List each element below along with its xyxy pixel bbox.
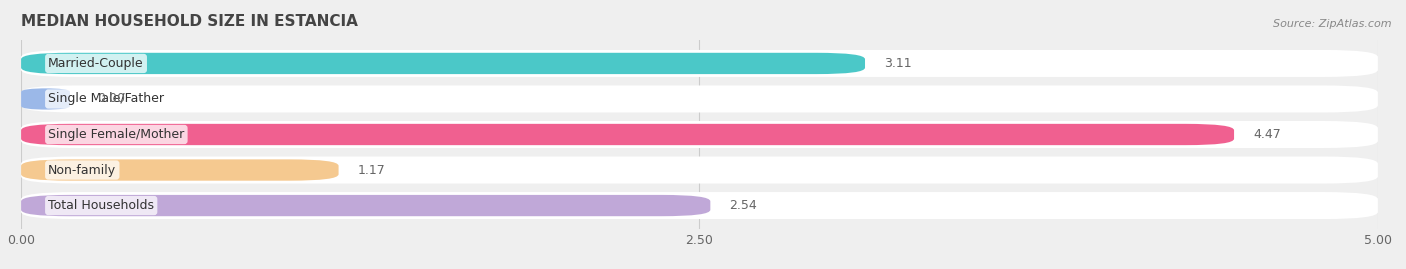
FancyBboxPatch shape — [21, 124, 1234, 145]
FancyBboxPatch shape — [21, 86, 1378, 112]
FancyBboxPatch shape — [21, 88, 70, 110]
Text: Single Female/Mother: Single Female/Mother — [48, 128, 184, 141]
Text: 3.11: 3.11 — [884, 57, 911, 70]
Text: Non-family: Non-family — [48, 164, 117, 176]
FancyBboxPatch shape — [21, 53, 865, 74]
Text: 0.00: 0.00 — [97, 93, 125, 105]
Text: 1.17: 1.17 — [357, 164, 385, 176]
Text: Married-Couple: Married-Couple — [48, 57, 143, 70]
Text: 4.47: 4.47 — [1253, 128, 1281, 141]
Text: Total Households: Total Households — [48, 199, 155, 212]
Text: Source: ZipAtlas.com: Source: ZipAtlas.com — [1274, 19, 1392, 29]
Text: Single Male/Father: Single Male/Father — [48, 93, 165, 105]
FancyBboxPatch shape — [21, 192, 1378, 219]
FancyBboxPatch shape — [21, 50, 1378, 77]
Text: MEDIAN HOUSEHOLD SIZE IN ESTANCIA: MEDIAN HOUSEHOLD SIZE IN ESTANCIA — [21, 15, 359, 30]
FancyBboxPatch shape — [21, 157, 1378, 183]
FancyBboxPatch shape — [21, 121, 1378, 148]
Text: 2.54: 2.54 — [730, 199, 756, 212]
FancyBboxPatch shape — [21, 159, 339, 181]
FancyBboxPatch shape — [21, 195, 710, 216]
